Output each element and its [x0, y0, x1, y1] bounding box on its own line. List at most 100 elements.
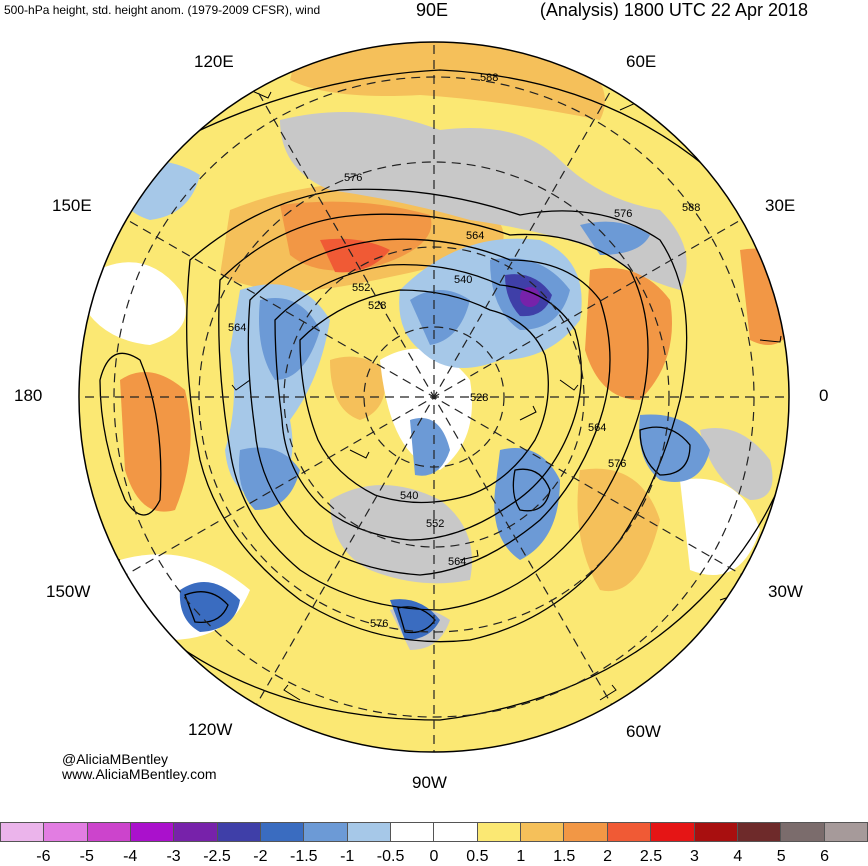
contour-label: 564 [228, 322, 247, 334]
colorbar-tick-label: 2.5 [639, 848, 663, 865]
contour-label: 552 [352, 282, 371, 294]
colorbar-swatch [737, 822, 782, 842]
lon-label-60e: 60E [626, 52, 657, 71]
map-title-right: (Analysis) 1800 UTC 22 Apr 2018 [539, 0, 808, 20]
contour-label: 552 [426, 518, 445, 530]
height-contour [99, 352, 162, 516]
colorbar-swatch [347, 822, 392, 842]
positive-anomaly-region [740, 248, 789, 345]
lon-label-120e: 120E [194, 52, 234, 71]
height-contour [512, 468, 551, 512]
colorbar-tick-label: -1 [340, 848, 355, 865]
colorbar-tick-label: 4 [733, 848, 743, 865]
colorbar-swatch [564, 822, 608, 842]
lon-label-180: 180 [14, 386, 43, 405]
colorbar-tick-label: 2 [603, 848, 613, 865]
credit-website: www.AliciaMBentley.com [62, 766, 217, 782]
contour-label: 588 [480, 72, 499, 84]
positive-anomaly-region [330, 356, 386, 420]
colorbar-swatch [87, 822, 132, 842]
positive-anomaly-region [585, 268, 672, 400]
meridian-150e-30w [116, 213, 752, 581]
negative-anomaly-region [239, 447, 300, 510]
colorbar-tick-label: -5 [79, 848, 94, 865]
wind-barb [79, 297, 91, 305]
positive-anomaly-region [320, 238, 390, 273]
near-zero-region [680, 478, 760, 575]
height-contour [299, 289, 549, 504]
wind-barb [349, 449, 370, 459]
positive-anomaly-region [120, 372, 191, 512]
colorbar-swatch [694, 822, 738, 842]
colorbar-tick-label: -2 [253, 848, 268, 865]
contour-label: 576 [370, 618, 389, 630]
contour-label: 564 [588, 422, 607, 434]
anomaly-colorbar [0, 822, 868, 844]
colorbar-swatch [434, 822, 478, 842]
lon-label-150e: 150E [52, 196, 92, 215]
negative-anomaly-region [410, 418, 450, 476]
height-contour [639, 426, 691, 476]
colorbar-tick-label: -6 [36, 848, 51, 865]
colorbar-swatch [824, 822, 868, 842]
height-contour [186, 188, 688, 643]
contour-label: 576 [614, 208, 633, 220]
colorbar-tick-label: 1.5 [553, 848, 576, 865]
wind-barb [599, 684, 617, 701]
terrain-mask [280, 112, 687, 290]
colorbar-tick-label: 6 [820, 848, 830, 865]
colorbar-tick-label: 0.5 [466, 848, 489, 865]
lon-label-150w: 150W [46, 582, 91, 601]
wind-barb [559, 379, 579, 391]
lon-label-90w: 90W [412, 773, 447, 792]
colorbar-tick-label: 1 [516, 848, 526, 865]
contour-label: 576 [608, 458, 627, 470]
lon-label-90e: 90E [416, 0, 449, 20]
contour-label: 528 [368, 300, 387, 312]
wind-barb [283, 684, 301, 701]
wind-barb [699, 157, 721, 165]
credit-twitter: @AliciaMBentley [62, 751, 169, 767]
height-contour [247, 238, 611, 576]
colorbar-tick-label: -2.5 [203, 848, 231, 865]
colorbar-swatch [391, 822, 435, 842]
wind-barb [249, 89, 272, 99]
negative-anomaly-core [520, 287, 540, 307]
colorbar-tick-label: -0.5 [376, 848, 405, 865]
wind-barb [459, 549, 479, 561]
height-contour [218, 213, 649, 611]
colorbar-tick-label: -4 [123, 848, 138, 865]
contour-label: 540 [454, 274, 473, 286]
terrain-mask [330, 485, 472, 584]
colorbar-swatch [781, 822, 825, 842]
negative-anomaly-region [410, 290, 470, 345]
negative-anomaly-region [639, 414, 710, 482]
height-contour [274, 264, 583, 541]
map-title-left: 500-hPa height, std. height anom. (1979-… [4, 3, 321, 17]
contour-label: 576 [344, 172, 363, 184]
height-contour [397, 606, 436, 634]
colorbar-tick-label: -3 [166, 848, 181, 865]
colorbar-tick-label: 0 [429, 848, 439, 865]
lon-label-60w: 60W [626, 722, 661, 741]
lon-label-0: 0 [819, 386, 829, 405]
colorbar-swatch [651, 822, 695, 842]
wind-barb [231, 379, 251, 391]
colorbar-swatch [217, 822, 262, 842]
colorbar-swatch [174, 822, 218, 842]
lon-label-30w: 30W [768, 582, 803, 601]
colorbar-swatch [521, 822, 565, 842]
wind-barb [149, 119, 175, 131]
lon-label-120w: 120W [188, 720, 233, 739]
colorbar-swatch [607, 822, 652, 842]
contour-label: 564 [448, 556, 467, 568]
contour-label: 564 [466, 230, 485, 242]
colorbar-tick-label: 5 [776, 848, 786, 865]
near-zero-region [80, 262, 186, 345]
colorbar-swatch [44, 822, 88, 842]
colorbar-swatch [0, 822, 45, 842]
negative-anomaly-region [259, 298, 320, 380]
colorbar-swatch [477, 822, 522, 842]
negative-anomaly-region [580, 221, 650, 255]
lon-label-30e: 30E [765, 196, 796, 215]
